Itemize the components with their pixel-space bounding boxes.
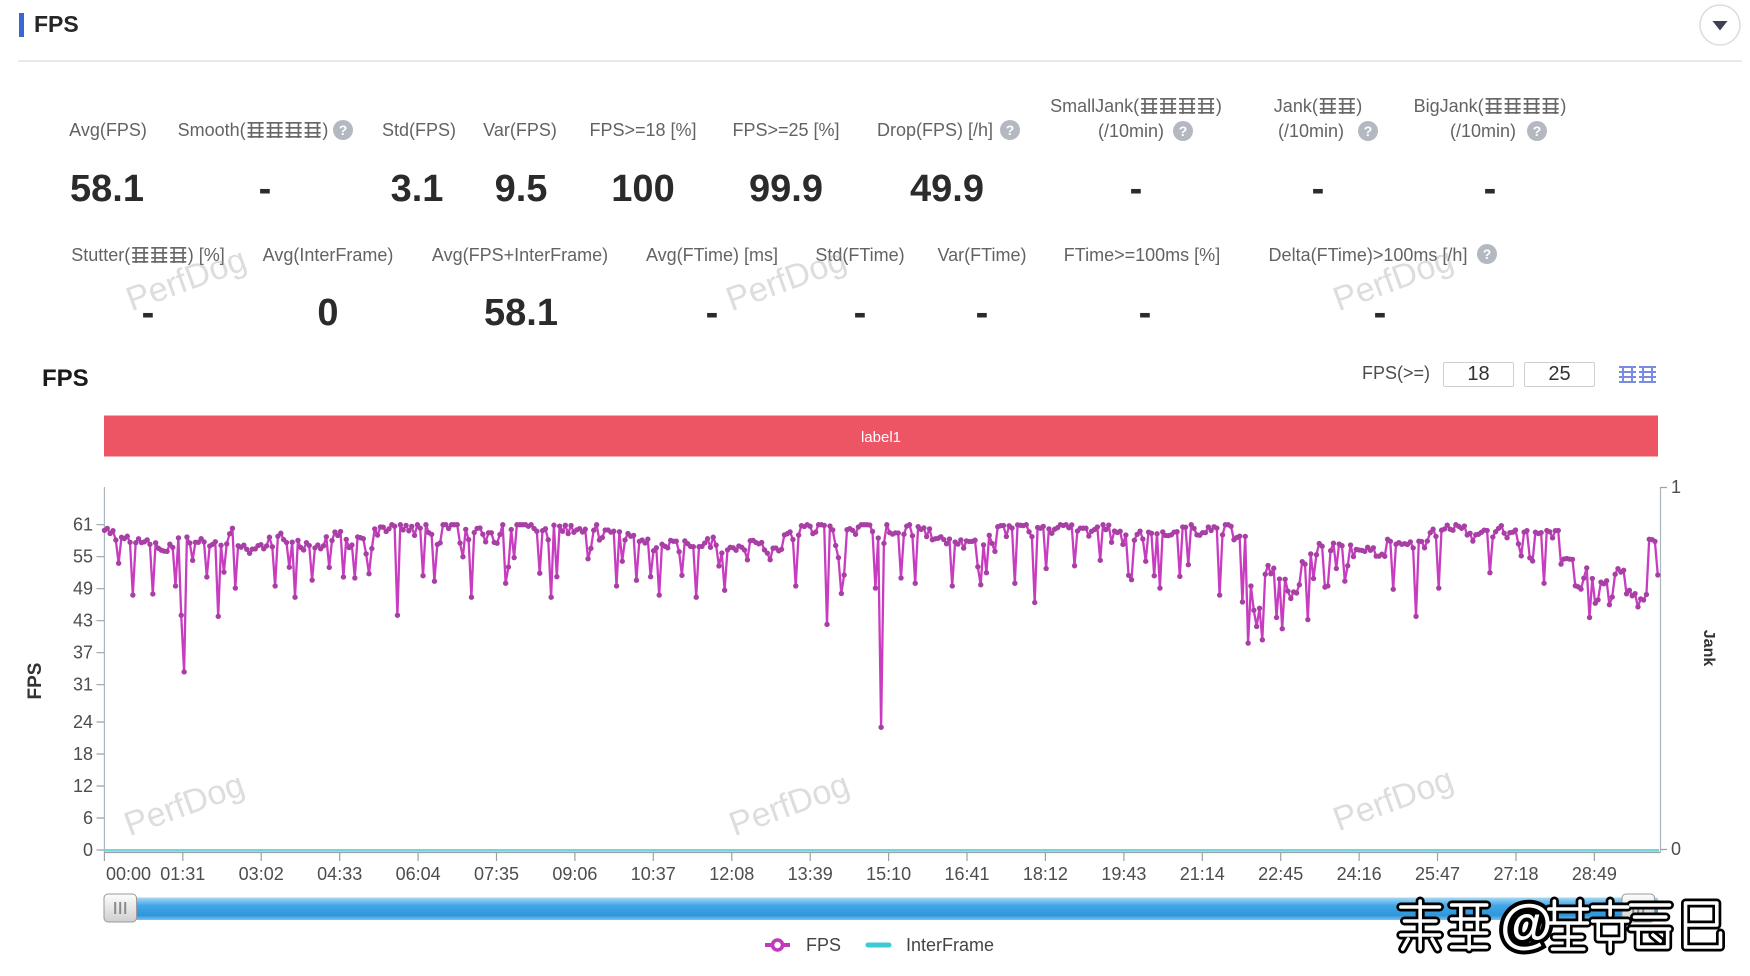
svg-text:01:31: 01:31 (160, 864, 205, 884)
svg-text:27:18: 27:18 (1493, 864, 1538, 884)
svg-text:24:16: 24:16 (1337, 864, 1382, 884)
svg-text:49: 49 (73, 579, 93, 599)
svg-text:19:43: 19:43 (1101, 864, 1146, 884)
svg-text:16:41: 16:41 (944, 864, 989, 884)
svg-text:PerfDog: PerfDog (721, 240, 851, 318)
svg-text:06:04: 06:04 (396, 864, 441, 884)
svg-text:15:10: 15:10 (866, 864, 911, 884)
svg-text:12: 12 (73, 776, 93, 796)
svg-text:37: 37 (73, 643, 93, 663)
svg-text:07:35: 07:35 (474, 864, 519, 884)
svg-text:13:39: 13:39 (788, 864, 833, 884)
svg-text:10:37: 10:37 (631, 864, 676, 884)
svg-text:24: 24 (73, 712, 93, 732)
svg-text:FPS: FPS (25, 663, 46, 700)
svg-text:09:06: 09:06 (552, 864, 597, 884)
svg-text:PerfDog: PerfDog (724, 765, 854, 843)
svg-text:6: 6 (83, 808, 93, 828)
svg-text:18:12: 18:12 (1023, 864, 1068, 884)
svg-text:12:08: 12:08 (709, 864, 754, 884)
svg-text:21:14: 21:14 (1180, 864, 1225, 884)
svg-text:04:33: 04:33 (317, 864, 362, 884)
svg-text:InterFrame: InterFrame (906, 935, 994, 955)
svg-text:Jank: Jank (1700, 630, 1717, 667)
svg-text:61: 61 (73, 515, 93, 535)
svg-text:31: 31 (73, 675, 93, 695)
svg-text:@: @ (1500, 894, 1553, 954)
svg-text:PerfDog: PerfDog (1328, 240, 1458, 318)
svg-text:55: 55 (73, 547, 93, 567)
svg-text:28:49: 28:49 (1572, 864, 1617, 884)
svg-text:18: 18 (73, 744, 93, 764)
svg-text:25:47: 25:47 (1415, 864, 1460, 884)
svg-text:PerfDog: PerfDog (121, 240, 251, 318)
svg-text:00:00: 00:00 (106, 864, 151, 884)
svg-text:22:45: 22:45 (1258, 864, 1303, 884)
svg-text:PerfDog: PerfDog (119, 765, 249, 843)
svg-text:0: 0 (1671, 839, 1681, 859)
svg-text:0: 0 (83, 840, 93, 860)
svg-text:1: 1 (1671, 477, 1681, 497)
svg-text:FPS: FPS (806, 935, 841, 955)
svg-text:03:02: 03:02 (239, 864, 284, 884)
svg-text:43: 43 (73, 611, 93, 631)
svg-text:label1: label1 (861, 429, 901, 446)
svg-text:PerfDog: PerfDog (1328, 760, 1458, 838)
